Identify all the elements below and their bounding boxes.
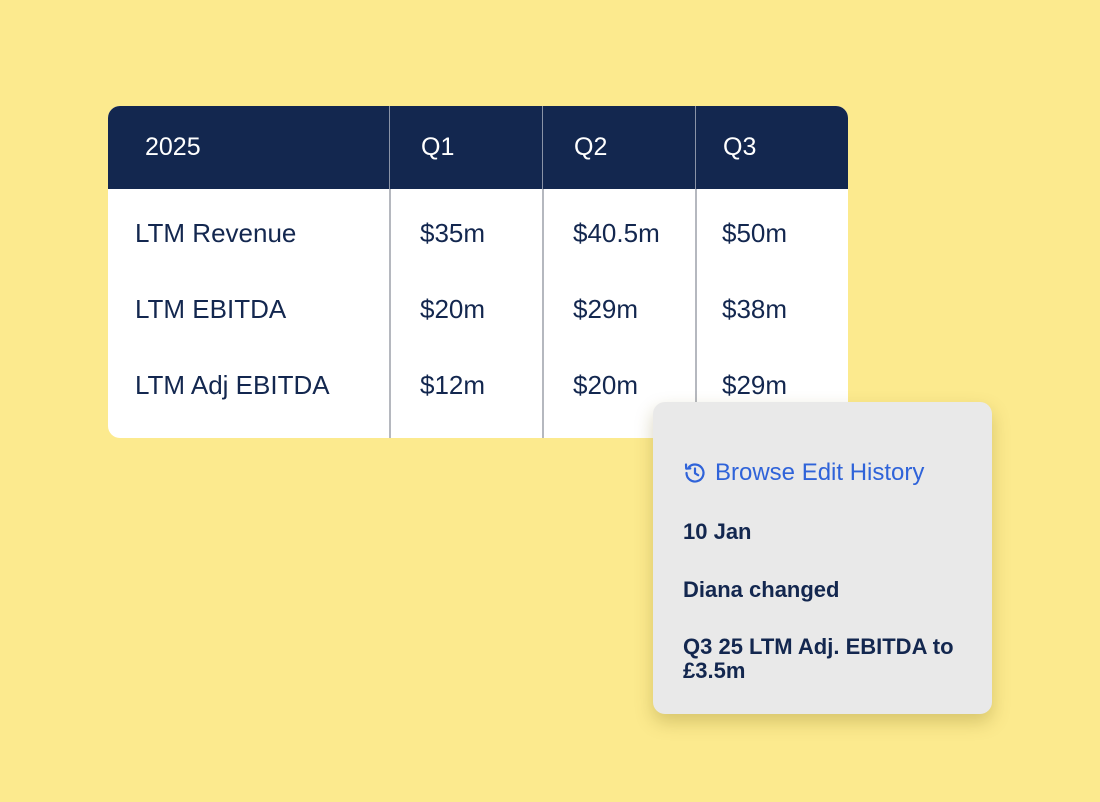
- table-row: LTM EBITDA $20m $29m $38m: [108, 271, 848, 347]
- financial-table: 2025 Q1 Q2 Q3 LTM Revenue $35m $40.5m $5…: [108, 106, 848, 438]
- table-body: LTM Revenue $35m $40.5m $50m LTM EBITDA …: [108, 189, 848, 423]
- history-author: Diana changed: [683, 577, 840, 602]
- history-icon: [683, 461, 707, 485]
- cell-q3[interactable]: $38m: [722, 293, 788, 324]
- history-change-detail: Q3 25 LTM Adj. EBITDA to £3.5m: [683, 634, 954, 683]
- header-q1: Q1: [389, 106, 542, 189]
- row-label: LTM Revenue: [135, 217, 297, 248]
- header-q3: Q3: [695, 106, 848, 189]
- cell-q1[interactable]: $12m: [420, 369, 486, 400]
- cell-q2[interactable]: $29m: [573, 293, 639, 324]
- cell-q1[interactable]: $35m: [420, 217, 486, 248]
- row-label: LTM Adj EBITDA: [135, 369, 330, 400]
- cell-q2[interactable]: $20m: [573, 369, 639, 400]
- cell-q3[interactable]: $29m: [722, 369, 788, 400]
- column-divider: [542, 189, 544, 438]
- column-divider: [695, 189, 697, 438]
- table-header-row: 2025 Q1 Q2 Q3: [108, 106, 848, 189]
- table-row: LTM Revenue $35m $40.5m $50m: [108, 195, 848, 271]
- cell-q3[interactable]: $50m: [722, 217, 788, 248]
- row-label: LTM EBITDA: [135, 293, 287, 324]
- browse-edit-history-label: Browse Edit History: [715, 459, 925, 486]
- table-row: LTM Adj EBITDA $12m $20m $29m: [108, 347, 848, 423]
- edit-history-popover: Browse Edit History 10 Jan Diana changed…: [653, 402, 992, 714]
- header-year: 2025: [145, 133, 201, 161]
- cell-q2[interactable]: $40.5m: [573, 217, 660, 248]
- history-date: 10 Jan: [683, 519, 752, 544]
- cell-q1[interactable]: $20m: [420, 293, 486, 324]
- browse-edit-history-link[interactable]: Browse Edit History: [683, 459, 924, 487]
- column-divider: [389, 189, 391, 438]
- header-q2: Q2: [542, 106, 695, 189]
